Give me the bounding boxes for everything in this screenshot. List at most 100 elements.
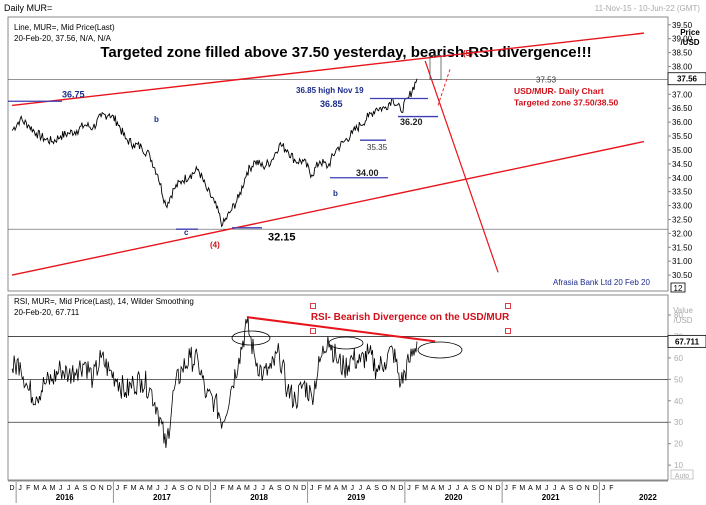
x-month-label: M bbox=[325, 485, 331, 492]
x-month-label: A bbox=[237, 485, 242, 492]
x-month-label: A bbox=[75, 485, 80, 492]
wave-5-dashed bbox=[437, 69, 451, 106]
x-month-label: A bbox=[42, 485, 47, 492]
x-month-label: J bbox=[253, 485, 257, 492]
annotation-handle bbox=[310, 303, 316, 309]
price-y-tick-label: 38.50 bbox=[672, 49, 693, 58]
rsi-ylabel-line1: Value bbox=[673, 306, 693, 315]
x-month-label: J bbox=[67, 485, 71, 492]
x-month-label: O bbox=[382, 485, 388, 492]
x-year-label: 2017 bbox=[153, 493, 171, 502]
x-month-label: J bbox=[359, 485, 363, 492]
x-month-label: F bbox=[221, 485, 225, 492]
x-month-label: D bbox=[398, 485, 403, 492]
rsi-title: RSI, MUR=, Mid Price(Last), 14, Wilder S… bbox=[14, 297, 194, 306]
x-year-label: 2019 bbox=[347, 493, 365, 502]
x-month-label: O bbox=[576, 485, 582, 492]
label-35-35: 35.35 bbox=[367, 143, 388, 152]
label-b2: b bbox=[333, 189, 338, 198]
x-month-label: A bbox=[366, 485, 371, 492]
x-month-label: A bbox=[431, 485, 436, 492]
rsi-subtitle: 20-Feb-20, 67.711 bbox=[14, 308, 80, 317]
x-month-label: A bbox=[269, 485, 274, 492]
price-last-value: 37.56 bbox=[677, 75, 698, 84]
x-month-label: J bbox=[545, 485, 549, 492]
price-y-tick-label: 38.00 bbox=[672, 63, 693, 72]
x-month-label: N bbox=[585, 485, 590, 492]
x-month-label: S bbox=[83, 485, 88, 492]
window-title: Daily MUR= bbox=[4, 3, 52, 13]
x-month-label: A bbox=[561, 485, 566, 492]
rsi-ylabel-line2: /USD bbox=[673, 316, 692, 325]
upper-trendline bbox=[11, 32, 644, 107]
x-month-label: M bbox=[422, 485, 428, 492]
rsi-last-value: 67.711 bbox=[675, 337, 700, 346]
projection-line bbox=[424, 60, 499, 273]
x-month-label: F bbox=[318, 485, 322, 492]
x-year-label: 2022 bbox=[639, 493, 657, 502]
price-trendlines bbox=[11, 32, 644, 276]
x-month-label: A bbox=[172, 485, 177, 492]
x-month-label: F bbox=[26, 485, 30, 492]
target-zone-box bbox=[429, 54, 442, 80]
auto-box bbox=[670, 469, 694, 480]
label-36-75: 36.75 bbox=[62, 89, 85, 99]
x-month-label: A bbox=[463, 485, 468, 492]
x-month-label: J bbox=[351, 485, 355, 492]
x-month-label: D bbox=[107, 485, 112, 492]
annotation-handle bbox=[505, 328, 511, 334]
divergence-line bbox=[246, 316, 436, 343]
x-month-label: A bbox=[528, 485, 533, 492]
x-month-label: M bbox=[244, 485, 250, 492]
x-year-label: 2016 bbox=[56, 493, 74, 502]
x-month-label: J bbox=[156, 485, 160, 492]
rsi-y-tick-label: 60 bbox=[674, 354, 683, 363]
x-month-label: J bbox=[602, 485, 606, 492]
price-last-value-box bbox=[667, 72, 706, 86]
rsi-y-tick-label: 30 bbox=[674, 418, 683, 427]
x-month-label: D bbox=[593, 485, 598, 492]
x-month-label: N bbox=[196, 485, 201, 492]
x-month-label: N bbox=[99, 485, 104, 492]
rsi-annotations bbox=[231, 303, 511, 359]
label-high-nov19: 36.85 high Nov 19 bbox=[296, 86, 364, 95]
x-month-label: J bbox=[553, 485, 557, 492]
x-month-label: N bbox=[487, 485, 492, 492]
scale-box bbox=[670, 282, 686, 293]
label-wave-5: (5) bbox=[463, 49, 473, 58]
rsi-reference-lines bbox=[8, 336, 668, 423]
x-month-label: S bbox=[374, 485, 379, 492]
price-ylabel-line1: Price bbox=[680, 28, 700, 37]
price-y-tick-label: 30.50 bbox=[672, 271, 693, 280]
x-month-label: D bbox=[301, 485, 306, 492]
price-y-tick-label: 31.00 bbox=[672, 257, 693, 266]
auto-label: Auto bbox=[675, 473, 690, 480]
annotation-handle bbox=[505, 303, 511, 309]
label-c: c bbox=[184, 228, 189, 237]
x-month-label: O bbox=[285, 485, 291, 492]
x-month-label: O bbox=[188, 485, 194, 492]
price-y-tick-label: 34.00 bbox=[672, 174, 693, 183]
label-wave-4: (4) bbox=[210, 240, 220, 249]
x-month-label: N bbox=[293, 485, 298, 492]
x-month-label: M bbox=[438, 485, 444, 492]
rsi-peak-circle-1 bbox=[231, 330, 271, 346]
x-month-label: M bbox=[536, 485, 542, 492]
price-y-tick-label: 35.00 bbox=[672, 146, 693, 155]
x-month-label: S bbox=[471, 485, 476, 492]
date-range: 11-Nov-15 - 10-Jun-22 (GMT) bbox=[595, 4, 701, 13]
x-month-label: O bbox=[90, 485, 96, 492]
x-month-label: F bbox=[512, 485, 516, 492]
rsi-y-tick-label: 10 bbox=[674, 461, 683, 470]
price-y-tick-label: 35.50 bbox=[672, 132, 693, 141]
x-month-label: S bbox=[277, 485, 282, 492]
price-panel-frame bbox=[7, 16, 669, 292]
rsi-y-tick-label: 80 bbox=[674, 311, 683, 320]
rsi-y-tick-label: 40 bbox=[674, 397, 683, 406]
price-y-tick-label: 39.50 bbox=[672, 21, 693, 30]
label-34-00: 34.00 bbox=[356, 168, 379, 178]
x-month-label: D bbox=[204, 485, 209, 492]
rsi-peak-circle-3 bbox=[417, 341, 463, 359]
x-month-label: F bbox=[415, 485, 419, 492]
